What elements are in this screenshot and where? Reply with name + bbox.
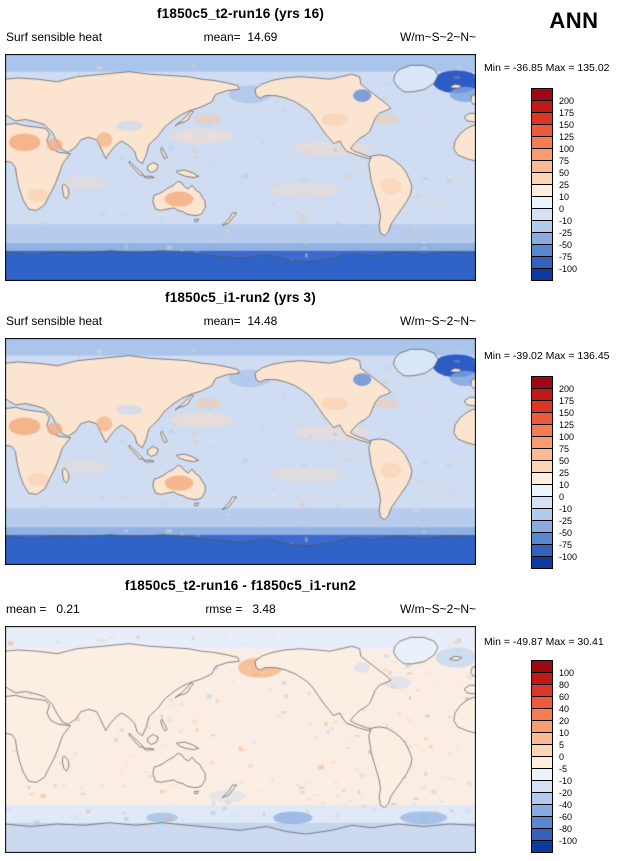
colorbar-tick-label: -80	[559, 824, 573, 834]
colorbar-tick-label: -100	[559, 836, 578, 846]
units-label-case1: W/m~S~2~N~	[399, 30, 476, 44]
colorbar-tick-label: -10	[559, 776, 573, 786]
variable-label-case2: Surf sensible heat	[6, 314, 103, 328]
colorbar-tick-label: 10	[559, 480, 570, 490]
panel-difference: f1850c5_t2-run16 - f1850c5_i1-run2 mean …	[0, 578, 623, 858]
colorbar-tick-label: 100	[559, 144, 575, 154]
colorbar-tick-label: 200	[559, 96, 575, 106]
colorbar-tick-label: 50	[559, 168, 570, 178]
colorbar-tick-label: 80	[559, 680, 570, 690]
colorbar-tick-label: -50	[559, 240, 573, 250]
variable-label-case1: Surf sensible heat	[6, 30, 103, 44]
mean-value-difference: mean = 0.21	[6, 602, 80, 616]
colorbar-tick-label: 150	[559, 408, 575, 418]
colorbar-tick-label: -10	[559, 216, 573, 226]
rmse-value-difference: rmse = 3.48	[205, 602, 276, 616]
panel-title-difference: f1850c5_t2-run16 - f1850c5_i1-run2	[124, 578, 357, 593]
colorbar-tick-label: 175	[559, 108, 575, 118]
units-label-difference: W/m~S~2~N~	[399, 602, 476, 616]
minmax-difference: Min = -49.87 Max = 30.41	[484, 636, 604, 648]
colorbar-cell	[531, 556, 553, 569]
colorbar-tick-label: 40	[559, 704, 570, 714]
colorbar-tick-label: 75	[559, 156, 570, 166]
colorbar-cell	[531, 840, 553, 853]
colorbar-tick-label: 125	[559, 132, 575, 142]
colorbar-tick-label: 125	[559, 420, 575, 430]
colorbar-tick-label: 175	[559, 396, 575, 406]
colorbar-tick-label: 100	[559, 432, 575, 442]
colorbar-tick-label: 75	[559, 444, 570, 454]
colorbar-tick-label: 10	[559, 728, 570, 738]
colorbar-tick-label: 25	[559, 180, 570, 190]
colorbar-tick-label: -10	[559, 504, 573, 514]
mean-value-case2: mean= 14.48	[203, 314, 278, 328]
colorbar-tick-label: 100	[559, 668, 575, 678]
colorbar-tick-label: 5	[559, 740, 565, 750]
world-map-case1	[5, 54, 476, 281]
colorbar-tick-label: -25	[559, 228, 573, 238]
colorbar-tick-label: 0	[559, 492, 565, 502]
mean-value-case1: mean= 14.69	[203, 30, 278, 44]
colorbar-tick-label: 200	[559, 384, 575, 394]
colorbar-tick-label: 50	[559, 456, 570, 466]
units-label-case2: W/m~S~2~N~	[399, 314, 476, 328]
colorbar-cell	[531, 268, 553, 281]
colorbar-tick-label: 25	[559, 468, 570, 478]
colorbar-tick-label: -100	[559, 552, 578, 562]
colorbar-tick-label: -40	[559, 800, 573, 810]
colorbar-tick-label: -5	[559, 764, 568, 774]
panel-title-case2: f1850c5_i1-run2 (yrs 3)	[165, 290, 316, 305]
colorbar-tick-label: -25	[559, 516, 573, 526]
panel-case1: f1850c5_t2-run16 (yrs 16) Surf sensible …	[0, 6, 623, 286]
panel-title-case1: f1850c5_t2-run16 (yrs 16)	[156, 6, 325, 21]
colorbar-tick-label: 60	[559, 692, 570, 702]
colorbar-tick-label: -100	[559, 264, 578, 274]
colorbar-difference: 100 80 60 40 20 10 5 0 -5 -10 -20 -40 -60 -80 -100	[531, 660, 601, 855]
panel-case2: f1850c5_i1-run2 (yrs 3) Surf sensible he…	[0, 290, 623, 570]
colorbar-tick-label: -75	[559, 540, 573, 550]
colorbar-tick-label: 150	[559, 120, 575, 130]
world-map-case2	[5, 338, 476, 565]
colorbar-tick-label: -75	[559, 252, 573, 262]
colorbar-tick-label: 0	[559, 204, 565, 214]
colorbar-tick-label: -20	[559, 788, 573, 798]
colorbar-tick-label: -50	[559, 528, 573, 538]
minmax-case2: Min = -39.02 Max = 136.45	[484, 350, 610, 362]
colorbar-tick-label: 10	[559, 192, 570, 202]
colorbar-tick-label: 0	[559, 752, 565, 762]
colorbar-case2: 200 175 150 125 100 75 50 25 10 0 -10 -25 -50 -75 -100	[531, 376, 601, 571]
colorbar-tick-label: 20	[559, 716, 570, 726]
season-label: ANN	[549, 8, 599, 33]
colorbar-tick-label: -60	[559, 812, 573, 822]
world-map-difference	[5, 626, 476, 853]
colorbar-case1: 200 175 150 125 100 75 50 25 10 0 -10 -25 -50 -75 -100	[531, 88, 601, 283]
minmax-case1: Min = -36.85 Max = 135.02	[484, 62, 610, 74]
